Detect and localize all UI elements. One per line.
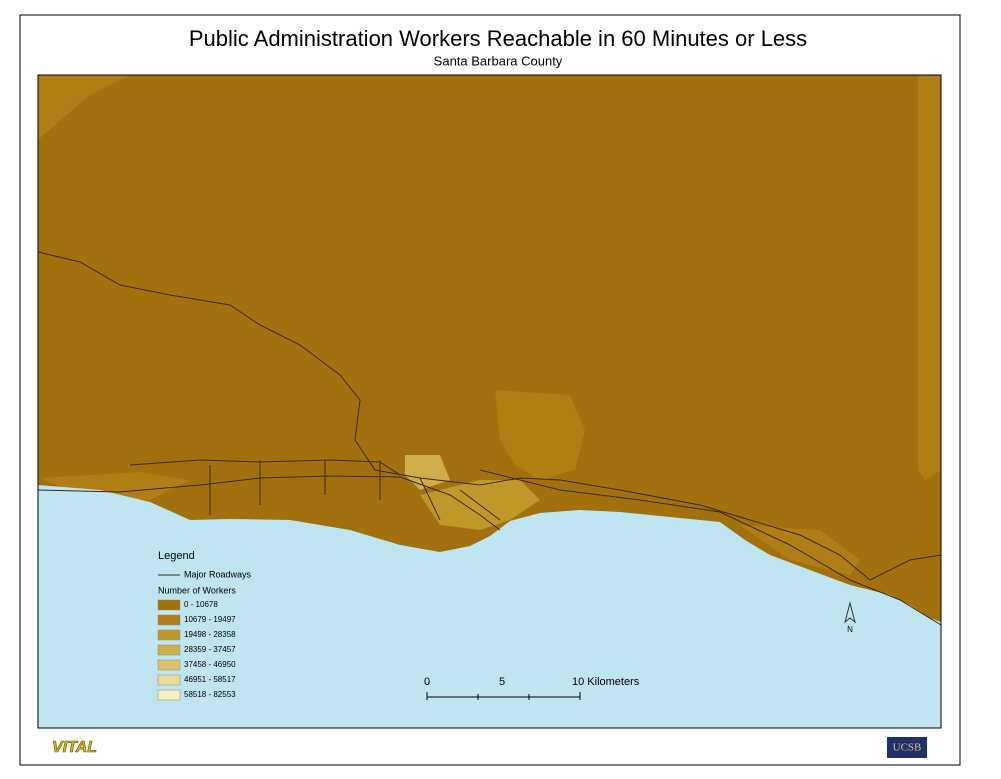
legend-road-label: Major Roadways — [184, 569, 252, 579]
legend-swatch — [157, 599, 181, 611]
map-frame — [37, 74, 942, 729]
legend-class-label: 19498 - 28358 — [184, 630, 236, 639]
land-zone — [740, 525, 860, 575]
scale-label: 0 — [424, 676, 430, 688]
legend-class-label: 58518 - 82553 — [184, 690, 236, 699]
legend-swatch — [157, 644, 181, 656]
legend-class-label: 10679 - 19497 — [184, 615, 236, 624]
road — [129, 459, 401, 476]
legend-swatch — [157, 614, 181, 626]
title: Public Administration Workers Reachable … — [189, 26, 807, 51]
road — [209, 460, 501, 521]
scale-label: 5 — [499, 676, 505, 688]
legend: Legend Major Roadways Number of Workers … — [157, 550, 252, 701]
subtitle: Santa Barbara County — [434, 53, 563, 68]
road — [37, 475, 501, 531]
ocean — [38, 485, 941, 728]
north-label: N — [847, 625, 853, 634]
logo-left: VITAL — [52, 739, 97, 756]
land-zone — [405, 455, 450, 490]
road — [479, 469, 942, 626]
legend-title: Legend — [158, 550, 195, 562]
land-zone — [495, 390, 585, 480]
north-arrow: N — [844, 601, 856, 634]
legend-classes-title: Number of Workers — [158, 585, 236, 595]
logo-right: UCSB — [893, 742, 922, 754]
legend-class-label: 37458 - 46950 — [184, 660, 236, 669]
map-area — [37, 74, 942, 729]
legend-swatch — [157, 629, 181, 641]
legend-class-label: 0 - 10678 — [184, 600, 218, 609]
legend-class-label: 28359 - 37457 — [184, 645, 236, 654]
scale-label: 10 Kilometers — [572, 676, 640, 688]
north-arrow-shape — [844, 601, 856, 624]
logo-right-box — [887, 737, 927, 758]
legend-swatch — [157, 659, 181, 671]
legend-swatch — [157, 674, 181, 686]
roads — [37, 251, 942, 626]
land-zone — [918, 75, 941, 480]
land-zone — [38, 75, 130, 140]
scale-bar: 0 5 10 Kilometers — [424, 676, 640, 700]
legend-swatch — [157, 689, 181, 701]
legend-class-label: 46951 - 58517 — [184, 675, 236, 684]
